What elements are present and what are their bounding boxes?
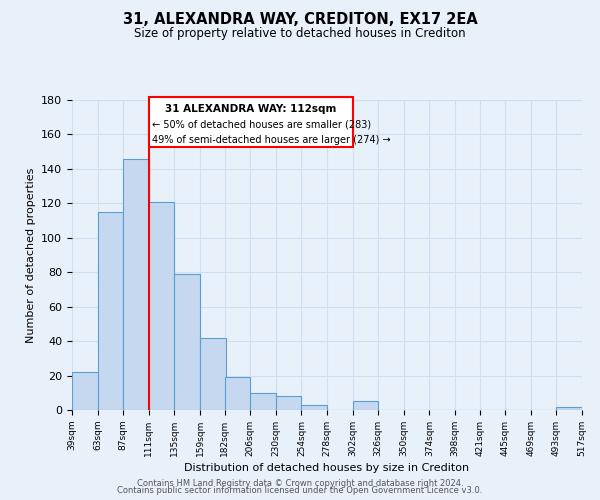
Text: Contains public sector information licensed under the Open Government Licence v3: Contains public sector information licen…: [118, 486, 482, 495]
Bar: [149, 202, 175, 410]
Bar: [276, 396, 301, 410]
Bar: [353, 402, 378, 410]
Text: Size of property relative to detached houses in Crediton: Size of property relative to detached ho…: [134, 28, 466, 40]
FancyBboxPatch shape: [149, 96, 353, 146]
Text: 31, ALEXANDRA WAY, CREDITON, EX17 2EA: 31, ALEXANDRA WAY, CREDITON, EX17 2EA: [122, 12, 478, 28]
Bar: [72, 372, 98, 410]
Text: ← 50% of detached houses are smaller (283): ← 50% of detached houses are smaller (28…: [152, 119, 371, 129]
Bar: [200, 338, 226, 410]
Text: 31 ALEXANDRA WAY: 112sqm: 31 ALEXANDRA WAY: 112sqm: [165, 104, 337, 114]
X-axis label: Distribution of detached houses by size in Crediton: Distribution of detached houses by size …: [184, 463, 470, 473]
Bar: [123, 158, 149, 410]
Bar: [250, 393, 276, 410]
Y-axis label: Number of detached properties: Number of detached properties: [26, 168, 35, 342]
Bar: [301, 405, 327, 410]
Bar: [556, 406, 582, 410]
Text: Contains HM Land Registry data © Crown copyright and database right 2024.: Contains HM Land Registry data © Crown c…: [137, 478, 463, 488]
Bar: [224, 378, 250, 410]
Bar: [175, 274, 200, 410]
Text: 49% of semi-detached houses are larger (274) →: 49% of semi-detached houses are larger (…: [152, 134, 391, 144]
Bar: [98, 212, 123, 410]
